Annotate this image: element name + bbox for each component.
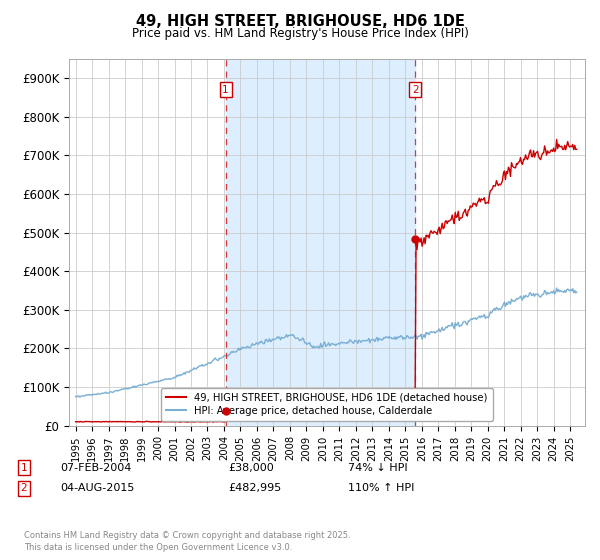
- Text: £482,995: £482,995: [228, 483, 281, 493]
- Text: 1: 1: [223, 85, 229, 95]
- Text: 2: 2: [412, 85, 419, 95]
- Bar: [226, 59, 415, 426]
- Text: 2: 2: [20, 483, 28, 493]
- Text: £38,000: £38,000: [228, 463, 274, 473]
- Text: 04-AUG-2015: 04-AUG-2015: [60, 483, 134, 493]
- Text: 07-FEB-2004: 07-FEB-2004: [60, 463, 131, 473]
- Text: 49, HIGH STREET, BRIGHOUSE, HD6 1DE: 49, HIGH STREET, BRIGHOUSE, HD6 1DE: [136, 14, 464, 29]
- Text: 74% ↓ HPI: 74% ↓ HPI: [348, 463, 407, 473]
- Text: Price paid vs. HM Land Registry's House Price Index (HPI): Price paid vs. HM Land Registry's House …: [131, 27, 469, 40]
- Legend: 49, HIGH STREET, BRIGHOUSE, HD6 1DE (detached house), HPI: Average price, detach: 49, HIGH STREET, BRIGHOUSE, HD6 1DE (det…: [161, 388, 493, 421]
- Text: Contains HM Land Registry data © Crown copyright and database right 2025.
This d: Contains HM Land Registry data © Crown c…: [24, 531, 350, 552]
- Text: 1: 1: [20, 463, 28, 473]
- Text: 110% ↑ HPI: 110% ↑ HPI: [348, 483, 415, 493]
